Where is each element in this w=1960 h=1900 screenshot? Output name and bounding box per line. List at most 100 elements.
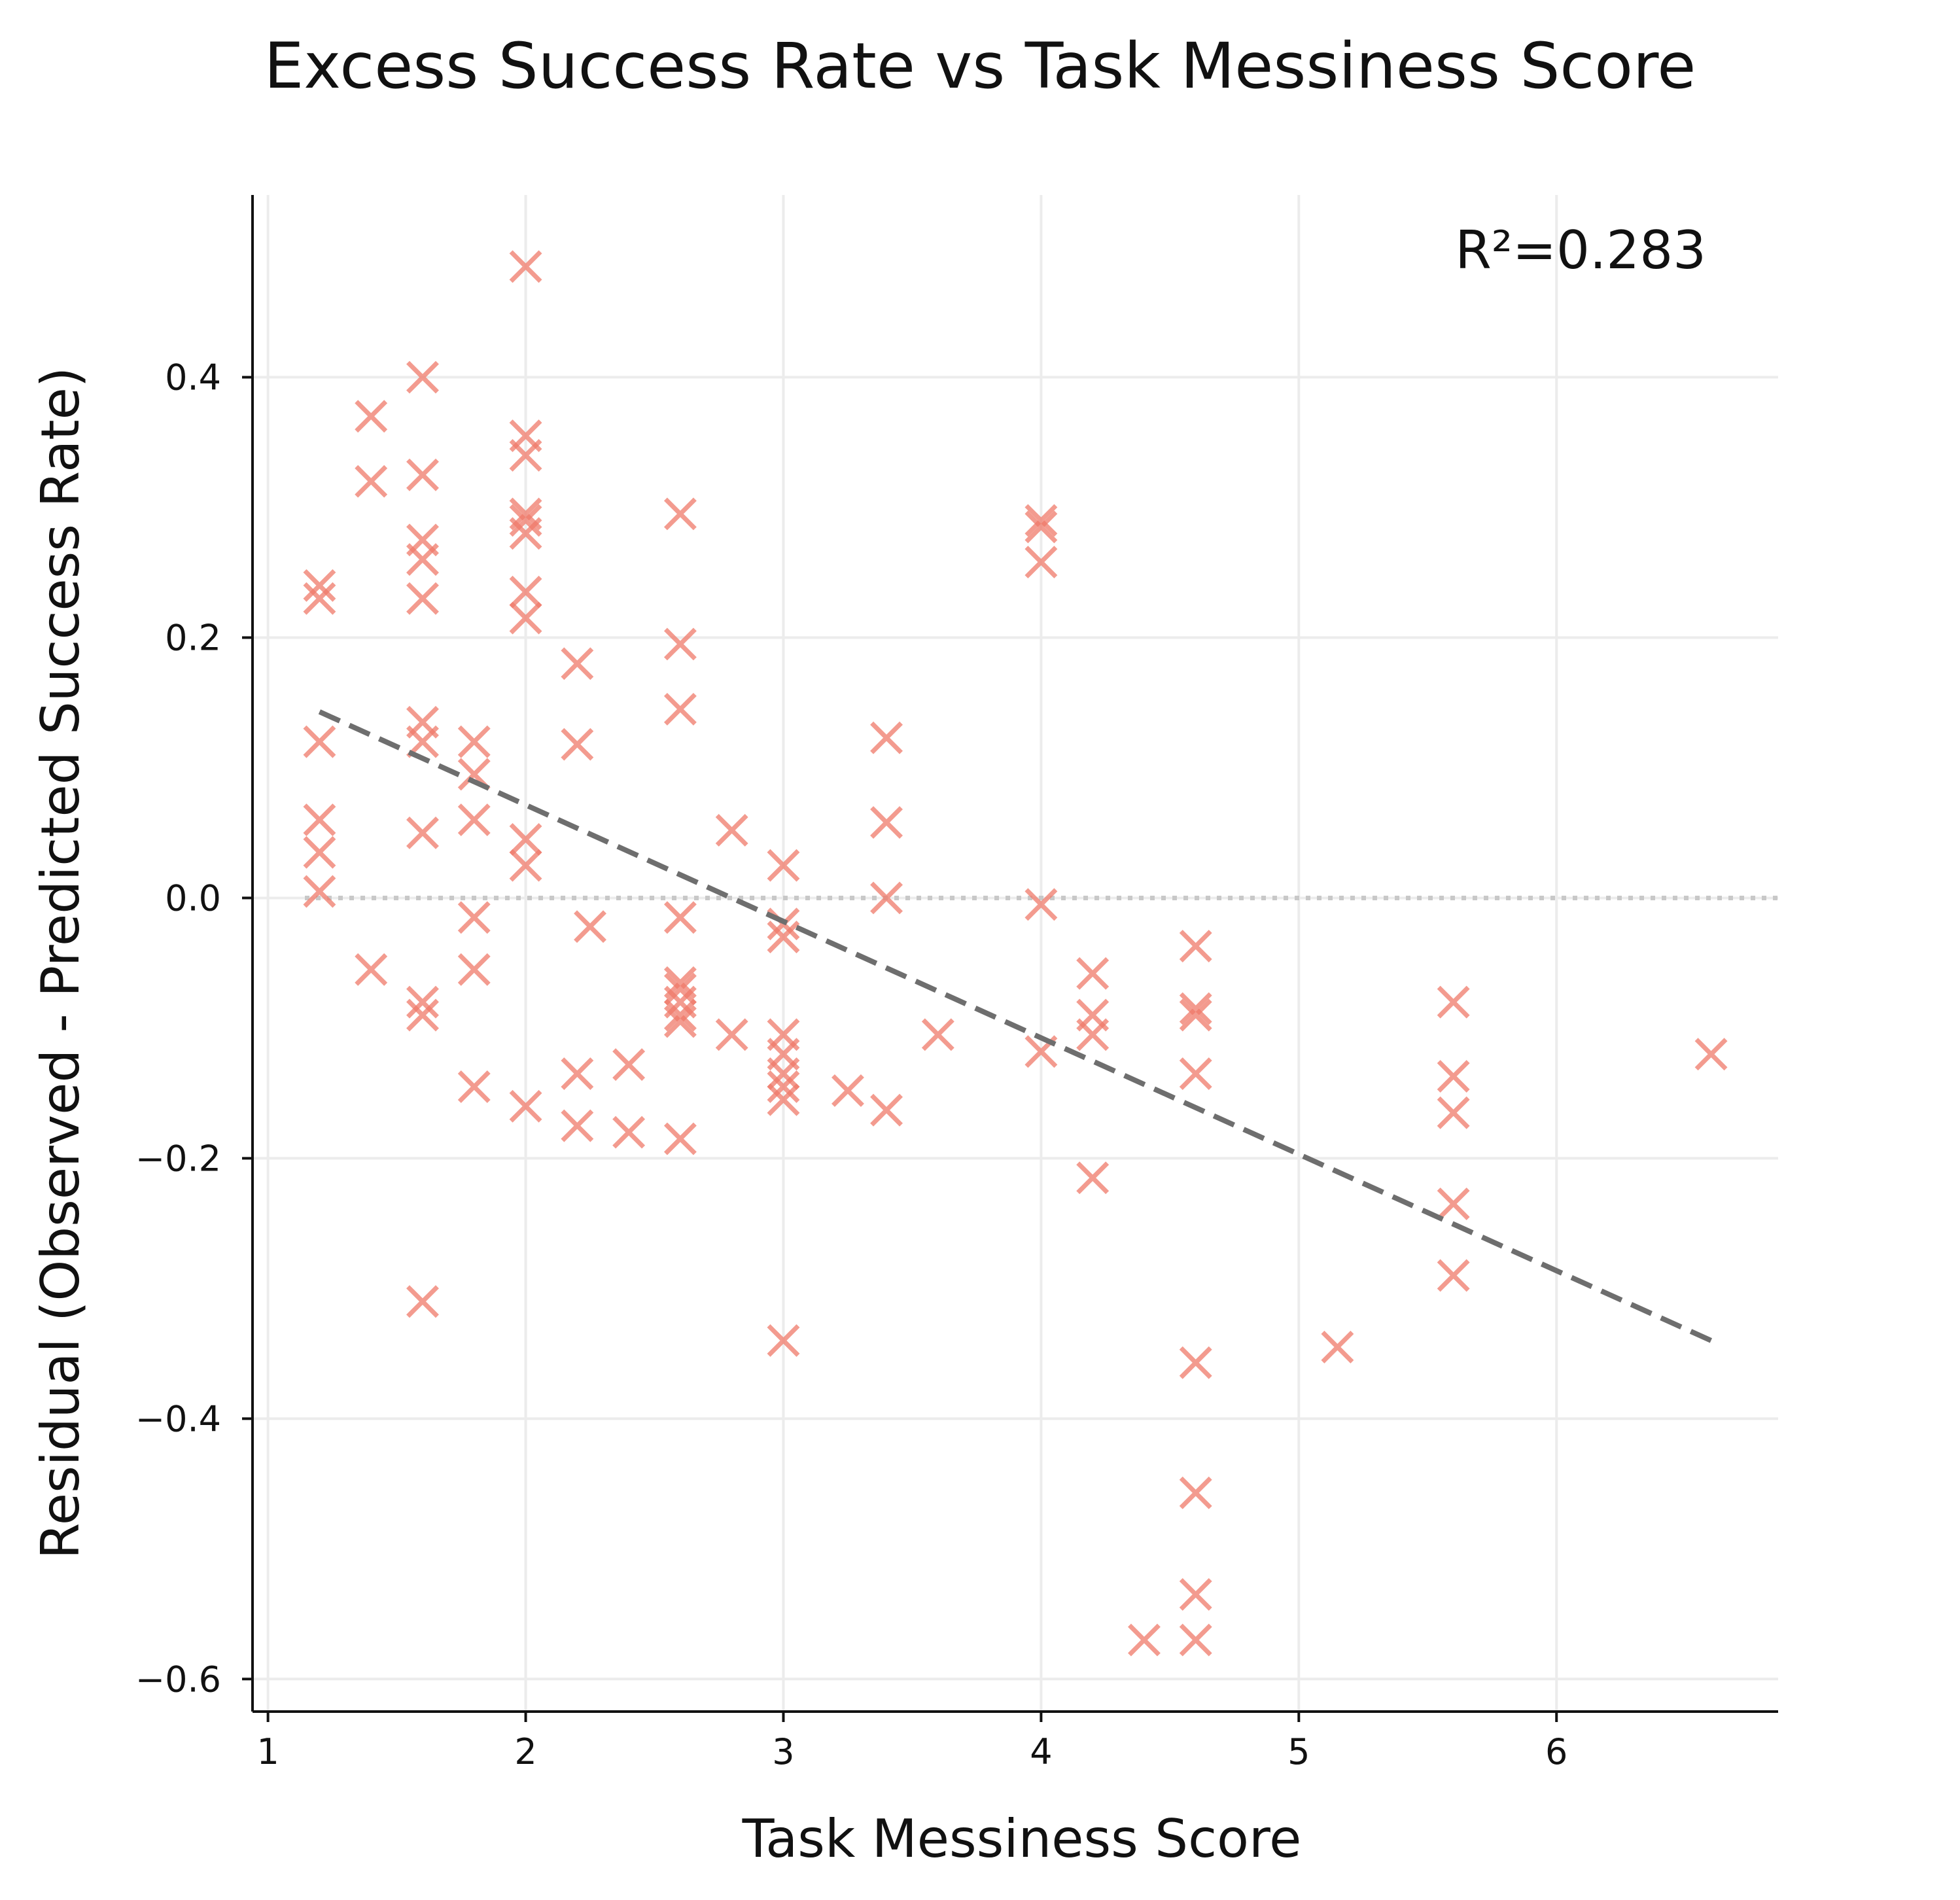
data-point xyxy=(509,849,542,882)
data-point xyxy=(921,1018,954,1051)
data-point xyxy=(1437,1259,1470,1292)
data-point xyxy=(1437,1188,1470,1220)
data-point xyxy=(303,582,336,615)
data-point xyxy=(1179,930,1212,963)
data-point xyxy=(355,953,388,986)
data-point xyxy=(303,875,336,908)
data-point xyxy=(767,921,800,954)
data-point xyxy=(574,910,606,943)
data-point xyxy=(663,1005,697,1038)
data-point xyxy=(509,822,542,856)
data-point xyxy=(663,901,697,934)
data-point xyxy=(303,569,336,602)
data-point xyxy=(870,721,903,754)
data-point xyxy=(355,465,388,498)
data-point xyxy=(870,806,903,839)
data-point xyxy=(870,881,903,915)
data-point xyxy=(767,1057,800,1090)
trend-line xyxy=(318,709,1713,1343)
data-points xyxy=(303,250,1728,1657)
data-point xyxy=(663,627,697,661)
y-axis-ticks: −0.6 −0.4 −0.2 0.0 0.2 0.4 xyxy=(135,357,253,1700)
data-point xyxy=(1024,504,1058,537)
x-tick-label: 2 xyxy=(514,1731,536,1772)
y-tick-label: 0.4 xyxy=(165,357,221,398)
data-point xyxy=(406,1285,439,1318)
data-point xyxy=(457,1070,491,1103)
data-point xyxy=(509,517,542,550)
data-point xyxy=(406,582,439,615)
data-point xyxy=(303,725,336,758)
data-point xyxy=(303,836,336,869)
data-point xyxy=(1437,1096,1470,1129)
data-point xyxy=(509,438,542,472)
data-point xyxy=(303,803,336,837)
y-tick-label: 0.0 xyxy=(165,877,221,919)
data-point xyxy=(406,725,439,758)
data-point xyxy=(1076,1018,1110,1051)
data-point xyxy=(870,1093,903,1127)
y-tick-label: −0.2 xyxy=(135,1138,221,1179)
data-point xyxy=(663,1122,697,1155)
data-point xyxy=(561,728,594,761)
data-point xyxy=(509,575,542,608)
data-point xyxy=(1024,888,1058,921)
data-point xyxy=(767,1083,800,1116)
data-point xyxy=(1024,510,1058,544)
data-point xyxy=(1179,1623,1212,1657)
data-point xyxy=(663,497,697,531)
data-point xyxy=(406,817,439,849)
chart-title: Excess Success Rate vs Task Messiness Sc… xyxy=(264,29,1696,103)
grid-lines xyxy=(253,195,1778,1712)
data-point xyxy=(1128,1623,1161,1657)
data-point xyxy=(1437,985,1470,1019)
data-point xyxy=(509,601,542,635)
data-point xyxy=(715,1018,748,1051)
data-point xyxy=(457,953,491,986)
data-point xyxy=(1437,1060,1470,1093)
data-point xyxy=(1179,998,1212,1032)
data-point xyxy=(406,543,439,576)
data-point xyxy=(767,1070,800,1103)
x-tick-label: 4 xyxy=(1030,1731,1052,1772)
data-point xyxy=(561,647,594,680)
data-point xyxy=(509,504,542,537)
data-point xyxy=(406,985,439,1019)
y-tick-label: −0.6 xyxy=(135,1659,221,1700)
data-point xyxy=(767,849,800,882)
y-tick-label: −0.4 xyxy=(135,1398,221,1439)
data-point xyxy=(561,1057,594,1090)
data-point xyxy=(1179,1476,1212,1509)
x-axis-ticks: 1 2 3 4 5 6 xyxy=(256,1712,1567,1772)
data-point xyxy=(561,1109,594,1142)
data-point xyxy=(457,725,491,758)
data-point xyxy=(612,1116,646,1149)
data-point xyxy=(406,361,439,394)
data-point xyxy=(715,814,748,847)
data-point xyxy=(355,400,388,433)
data-point xyxy=(509,1089,542,1123)
data-point xyxy=(1179,1346,1212,1379)
data-point xyxy=(1076,957,1110,990)
data-point xyxy=(1321,1330,1354,1363)
data-point xyxy=(509,250,542,283)
data-point xyxy=(1694,1038,1728,1071)
data-point xyxy=(1179,1057,1212,1090)
y-tick-label: 0.2 xyxy=(165,617,221,658)
data-point xyxy=(612,1048,646,1082)
data-point xyxy=(406,998,439,1032)
axes xyxy=(251,195,1778,1713)
data-point xyxy=(406,458,439,491)
data-point xyxy=(663,972,697,1006)
y-axis-label: Residual (Observed - Predicted Success R… xyxy=(30,367,91,1559)
data-point xyxy=(663,998,697,1032)
data-point xyxy=(1179,992,1212,1025)
data-point xyxy=(457,803,491,837)
data-point xyxy=(1024,546,1058,579)
data-point xyxy=(767,1324,800,1357)
data-point xyxy=(1179,1577,1212,1611)
x-tick-label: 1 xyxy=(256,1731,279,1772)
x-axis-label: Task Messiness Score xyxy=(742,1808,1302,1869)
data-point xyxy=(663,692,697,726)
